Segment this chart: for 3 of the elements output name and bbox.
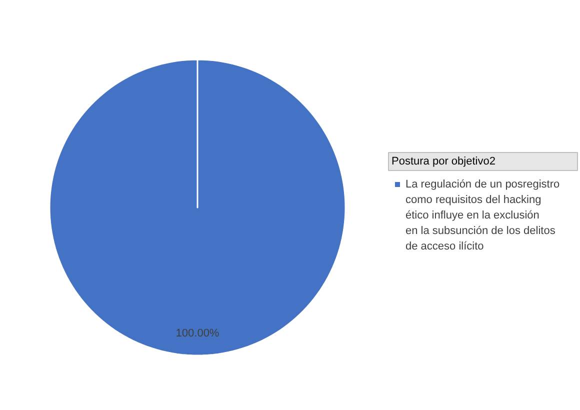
data-label: 100.00%	[176, 327, 220, 340]
legend-title: Postura por objetivo2	[392, 156, 496, 168]
legend-label: La regulación de un posregistro como requisitos del hacking ético influye en la exclusión en la subsunción de los delitos de acceso ilícito	[406, 178, 560, 252]
